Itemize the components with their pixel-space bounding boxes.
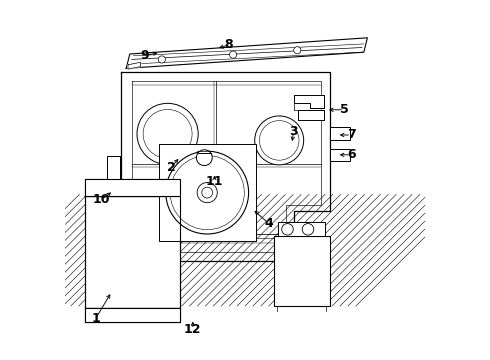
Circle shape: [166, 151, 248, 234]
Circle shape: [137, 103, 198, 165]
Bar: [85, 196, 180, 308]
Circle shape: [197, 183, 217, 203]
Circle shape: [259, 121, 299, 160]
Text: 11: 11: [206, 175, 223, 188]
Polygon shape: [126, 38, 368, 68]
Circle shape: [196, 150, 212, 166]
Bar: [278, 222, 325, 236]
Polygon shape: [298, 110, 324, 120]
Text: 12: 12: [184, 323, 201, 336]
Bar: [85, 179, 180, 196]
Polygon shape: [128, 62, 141, 69]
Circle shape: [255, 116, 304, 165]
Text: 7: 7: [347, 129, 356, 141]
Bar: [330, 127, 350, 140]
Bar: [330, 149, 350, 161]
Circle shape: [143, 109, 192, 158]
Text: 4: 4: [264, 217, 273, 230]
Bar: [85, 179, 180, 196]
Circle shape: [294, 47, 301, 54]
Polygon shape: [121, 72, 330, 261]
Bar: [159, 144, 256, 241]
Circle shape: [302, 224, 314, 235]
Polygon shape: [294, 95, 324, 108]
Text: 2: 2: [167, 161, 175, 174]
Text: 1: 1: [91, 312, 100, 325]
Circle shape: [158, 56, 166, 63]
Bar: [274, 236, 330, 306]
Bar: [85, 308, 180, 322]
Bar: [85, 308, 180, 322]
Circle shape: [282, 224, 293, 235]
Text: 10: 10: [92, 193, 110, 206]
Text: 6: 6: [347, 148, 356, 161]
Text: 3: 3: [289, 125, 298, 138]
Circle shape: [170, 156, 245, 230]
Bar: [107, 156, 120, 192]
Text: 9: 9: [140, 49, 148, 62]
Bar: [85, 196, 180, 308]
Text: 8: 8: [224, 39, 233, 51]
Circle shape: [202, 187, 213, 198]
Text: 5: 5: [340, 103, 348, 116]
Circle shape: [229, 51, 237, 58]
